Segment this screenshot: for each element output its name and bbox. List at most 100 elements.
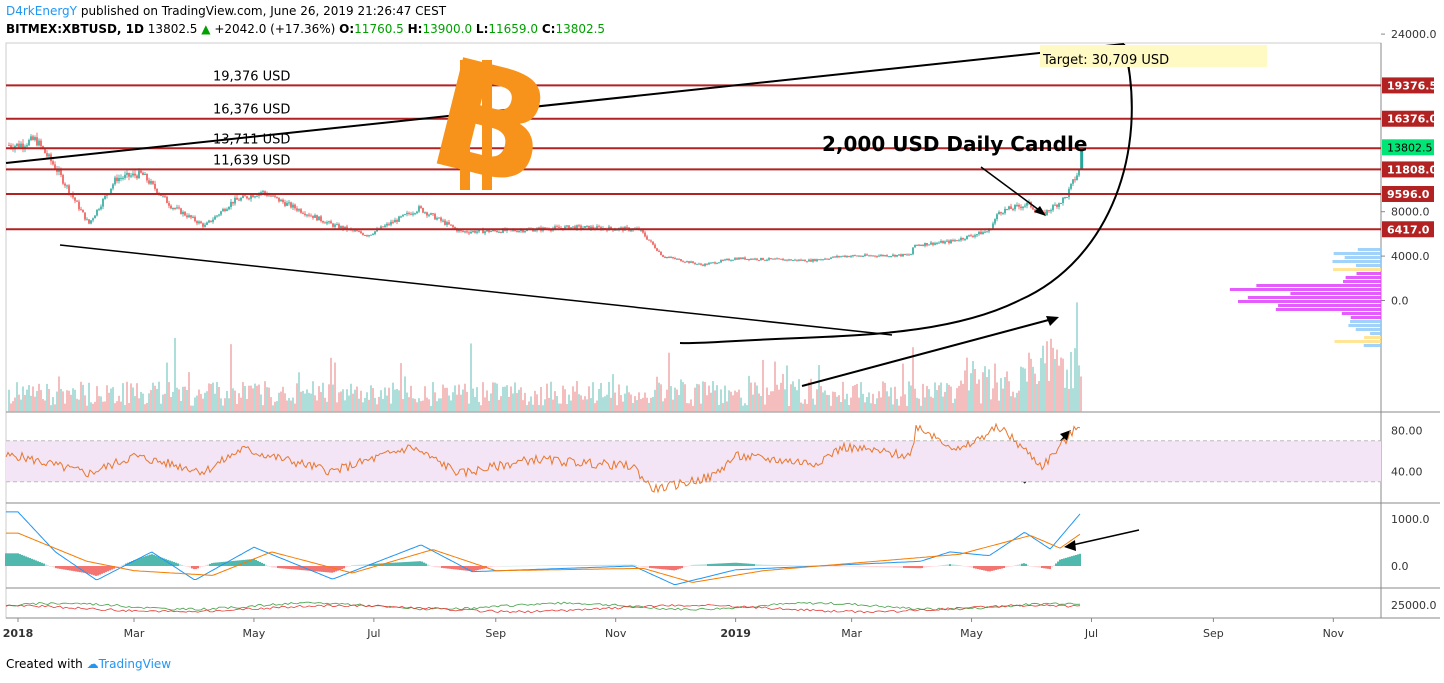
macd-histogram-bar bbox=[271, 566, 273, 568]
candle-body bbox=[318, 216, 320, 221]
tradingview-link[interactable]: TradingView bbox=[98, 657, 172, 671]
candle-body bbox=[778, 258, 780, 260]
macd-histogram-bar bbox=[955, 564, 957, 566]
macd-histogram-bar bbox=[1075, 554, 1077, 566]
volume-bar bbox=[450, 400, 452, 412]
macd-histogram-bar bbox=[527, 565, 529, 567]
volume-bar bbox=[1076, 302, 1078, 412]
macd-histogram-bar bbox=[33, 559, 35, 566]
volume-bar bbox=[286, 400, 288, 412]
author-name[interactable]: D4rkEnergY bbox=[6, 4, 77, 18]
volume-bar bbox=[984, 366, 986, 412]
candle-body bbox=[654, 244, 656, 249]
volume-bar bbox=[486, 390, 488, 412]
candle-body bbox=[210, 220, 212, 222]
volume-bar bbox=[272, 405, 274, 412]
candle-body bbox=[276, 196, 278, 198]
candle-body bbox=[966, 235, 968, 240]
macd-histogram-bar bbox=[67, 566, 69, 571]
candle-body bbox=[830, 257, 832, 259]
candle-body bbox=[462, 230, 464, 232]
macd-histogram-bar bbox=[319, 566, 321, 572]
macd-histogram-bar bbox=[149, 554, 151, 566]
candle-body bbox=[472, 230, 474, 232]
candle-body bbox=[814, 259, 816, 262]
candle-body bbox=[722, 260, 724, 262]
volume-bar bbox=[474, 396, 476, 412]
volume-bar bbox=[642, 397, 644, 412]
candle-body bbox=[836, 255, 838, 258]
volume-bar bbox=[788, 405, 790, 412]
volume-bar bbox=[812, 398, 814, 412]
volume-bar bbox=[290, 400, 292, 412]
volume-bar bbox=[878, 391, 880, 412]
macd-histogram-bar bbox=[375, 563, 377, 566]
published-text: published on TradingView.com, June 26, 2… bbox=[80, 4, 447, 18]
candle-body bbox=[120, 177, 122, 179]
candle-body bbox=[430, 213, 432, 215]
volume-bar bbox=[944, 391, 946, 412]
candle-body bbox=[22, 143, 24, 148]
macd-histogram-bar bbox=[545, 565, 547, 566]
macd-histogram-bar bbox=[899, 566, 901, 568]
candle-body bbox=[752, 258, 754, 260]
volume-bar bbox=[400, 363, 402, 412]
volume-bar bbox=[716, 385, 718, 412]
macd-histogram-bar bbox=[947, 564, 949, 566]
volume-bar bbox=[78, 399, 80, 412]
macd-histogram-bar bbox=[81, 566, 83, 573]
volume-bar bbox=[958, 385, 960, 412]
candle-body bbox=[772, 258, 774, 260]
candle-body bbox=[312, 215, 314, 218]
candle-body bbox=[630, 230, 632, 232]
macd-histogram-bar bbox=[371, 563, 373, 566]
candle-body bbox=[706, 263, 708, 265]
candle-body bbox=[750, 258, 752, 260]
volume-bar bbox=[466, 391, 468, 412]
macd-histogram-bar bbox=[237, 560, 239, 566]
profile-bar bbox=[1229, 288, 1381, 291]
candle-body bbox=[782, 258, 784, 261]
macd-histogram-bar bbox=[93, 566, 95, 576]
macd-histogram-bar bbox=[343, 566, 345, 569]
volume-bar bbox=[448, 395, 450, 412]
candle-body bbox=[572, 226, 574, 228]
macd-histogram-bar bbox=[703, 564, 705, 566]
macd-histogram-bar bbox=[395, 562, 397, 566]
volume-bar bbox=[580, 395, 582, 412]
chart-border bbox=[5, 42, 1382, 619]
volume-bar bbox=[778, 389, 780, 412]
macd-histogram-bar bbox=[317, 566, 319, 572]
volume-bar bbox=[990, 399, 992, 412]
candle-body bbox=[982, 232, 984, 235]
macd-histogram-bar bbox=[1047, 566, 1049, 569]
macd-tick-label: 1000.0 bbox=[1391, 513, 1430, 526]
macd-histogram-bar bbox=[1049, 566, 1051, 570]
candle-body bbox=[832, 256, 834, 258]
macd-histogram-bar bbox=[657, 566, 659, 569]
candle-body bbox=[178, 207, 180, 209]
macd-histogram-bar bbox=[881, 566, 883, 568]
volume-bar bbox=[898, 405, 900, 412]
candle-body bbox=[956, 240, 958, 242]
candle-body bbox=[718, 262, 720, 264]
macd-histogram-bar bbox=[699, 564, 701, 566]
candle-body bbox=[910, 254, 912, 256]
y-tick-label: 0.0 bbox=[1391, 295, 1409, 308]
volume-bar bbox=[144, 404, 146, 412]
volume-bar bbox=[18, 394, 20, 412]
candle-body bbox=[894, 254, 896, 257]
candle-body bbox=[732, 259, 734, 261]
macd-histogram-bar bbox=[9, 553, 11, 566]
volume-bar bbox=[530, 396, 532, 412]
high-value: 13900.0 bbox=[422, 22, 473, 36]
macd-histogram-bar bbox=[691, 564, 693, 566]
daily-candle-annotation: 2,000 USD Daily Candle bbox=[822, 132, 1087, 156]
candle-body bbox=[360, 231, 362, 234]
macd-histogram-bar bbox=[407, 561, 409, 566]
candle-body bbox=[458, 230, 460, 232]
candle-body bbox=[996, 214, 998, 220]
macd-histogram-bar bbox=[145, 556, 147, 566]
macd-histogram-bar bbox=[513, 565, 515, 567]
